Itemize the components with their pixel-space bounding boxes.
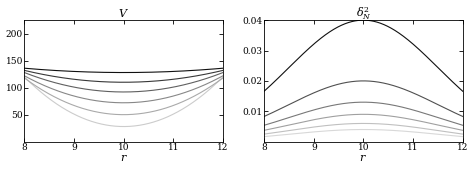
Title: $\delta_N^2$: $\delta_N^2$ — [356, 6, 371, 22]
X-axis label: $r$: $r$ — [359, 153, 367, 163]
X-axis label: $r$: $r$ — [120, 153, 128, 163]
Title: $V$: $V$ — [118, 7, 129, 19]
